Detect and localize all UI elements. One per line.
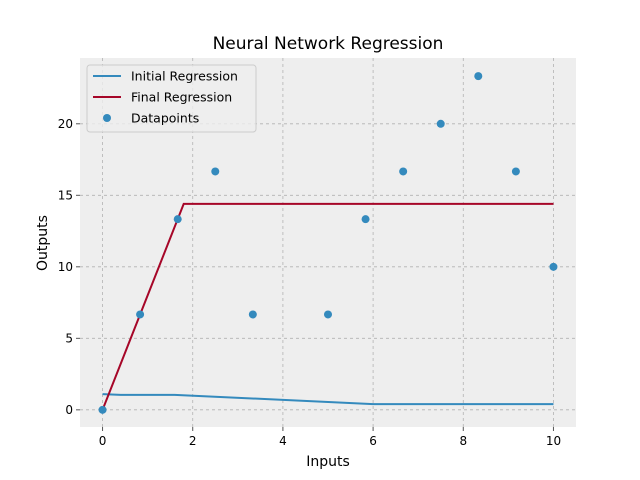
series-marks [98, 72, 558, 414]
legend: Initial Regression Final Regression Datapo… [86, 64, 257, 133]
axis-ticks: 0 2 4 6 8 10 0 5 10 15 20 [58, 117, 561, 448]
y-tick-label-2: 10 [58, 260, 73, 274]
legend-box [86, 64, 257, 133]
y-axis-label: Outputs [35, 215, 51, 271]
y-tick-label-0: 0 [65, 403, 73, 417]
final-regression-line [101, 202, 554, 411]
x-tick-label-1: 2 [189, 434, 197, 448]
legend-swatch-datapoints [103, 114, 111, 122]
y-tick-label-1: 5 [65, 331, 73, 345]
legend-label-datapoints: Datapoints [131, 111, 199, 126]
x-tick-label-0: 0 [99, 434, 107, 448]
initial-regression-line [102, 393, 554, 406]
datapoint-1 [136, 310, 145, 319]
datapoint-5 [324, 310, 332, 319]
datapoint-9 [474, 72, 483, 81]
y-tick-label-4: 20 [58, 117, 73, 131]
datapoint-7 [399, 167, 408, 176]
datapoint-11 [549, 262, 558, 271]
datapoint-4 [248, 310, 257, 319]
legend-label-final-regression: Final Regression [131, 90, 232, 105]
datapoint-3 [211, 167, 220, 176]
datapoint-10 [511, 167, 520, 176]
legend-label-initial-regression: Initial Regression [131, 69, 238, 84]
datapoint-6 [361, 215, 370, 224]
y-tick-label-3: 15 [58, 188, 73, 202]
datapoint-8 [436, 119, 445, 128]
x-tick-label-2: 4 [279, 434, 287, 448]
chart-title: Neural Network Regression [213, 34, 444, 54]
x-tick-label-4: 8 [459, 434, 467, 448]
datapoint-2 [173, 215, 182, 224]
x-tick-label-5: 10 [546, 434, 561, 448]
x-axis-label: Inputs [306, 454, 350, 470]
x-tick-label-3: 6 [369, 434, 377, 448]
datapoint-0 [98, 405, 107, 414]
